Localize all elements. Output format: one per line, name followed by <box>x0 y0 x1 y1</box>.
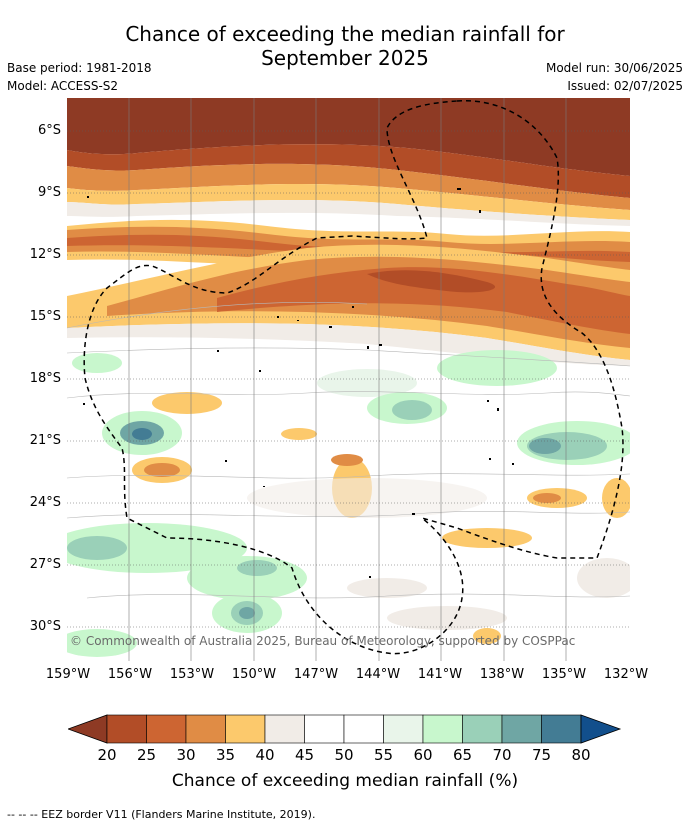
patch-wet-2 <box>437 350 557 386</box>
copyright-notice: © Commonwealth of Australia 2025, Bureau… <box>70 634 576 648</box>
band-dry-9 <box>217 267 630 334</box>
patch-wet-12 <box>67 523 247 573</box>
colorbar-cell <box>422 714 463 744</box>
eez-footnote: -- -- -- EEZ border V11 (Flanders Marine… <box>7 808 316 821</box>
patch-wet-19 <box>67 629 137 657</box>
contour-lines <box>67 302 630 599</box>
colorbar-tick-label: 25 <box>136 746 157 764</box>
model-run: Model run: 30/06/2025 <box>545 61 683 75</box>
islands <box>83 188 514 578</box>
lon-label-156w: 156°W <box>107 667 153 682</box>
colorbar-tick-label: 70 <box>492 746 512 764</box>
lon-label-135w: 135°W <box>541 667 587 682</box>
patch-neutral-4 <box>577 558 630 598</box>
colorbar-cell <box>225 714 266 744</box>
meta-left: Base period: 1981-2018 Model: ACCESS-S2 <box>7 59 152 95</box>
band-neutral-1 <box>67 199 630 226</box>
colorbar-arrow-high <box>580 714 622 744</box>
colorbar-cell <box>264 714 305 744</box>
lat-label-12s: 12°S <box>29 247 61 262</box>
patch-wet-4 <box>392 400 432 420</box>
issued-date: Issued: 02/07/2025 <box>567 79 683 93</box>
patch-wet-7 <box>529 438 561 454</box>
colorbar-title: Chance of exceeding median rainfall (%) <box>171 771 519 791</box>
patch-dry-7 <box>442 528 532 548</box>
colorbar-tick-label: 65 <box>452 746 473 764</box>
title-line-1: Chance of exceeding the median rainfall … <box>125 22 565 46</box>
patch-dry-6 <box>281 428 317 440</box>
patch-dry-3 <box>144 463 180 477</box>
lat-label-27s: 27°S <box>29 557 61 572</box>
model-name: Model: ACCESS-S2 <box>7 79 119 93</box>
colorbar-tick-label: 55 <box>373 746 394 764</box>
colorbar-tick-label: 30 <box>176 746 196 764</box>
patch-neutral-2 <box>347 578 427 598</box>
lat-label-21s: 21°S <box>29 433 61 448</box>
patch-dry-1 <box>152 392 222 414</box>
colorbar-tick-label: 40 <box>255 746 275 764</box>
colorbar-tick-label: 45 <box>294 746 315 764</box>
lon-label-159w: 159°W <box>45 667 91 682</box>
patch-wet-11 <box>72 353 122 373</box>
colorbar-cell <box>541 714 582 744</box>
lat-label-18s: 18°S <box>29 371 61 386</box>
colorbar-tick-label: 80 <box>571 746 591 764</box>
lat-label-9s: 9°S <box>37 185 61 200</box>
colorbar-cell <box>185 714 226 744</box>
colorbar-arrow-low <box>68 714 108 744</box>
band-dry-2 <box>67 163 630 210</box>
lon-label-132w: 132°W <box>603 667 649 682</box>
colorbar-tick-label: 75 <box>531 746 552 764</box>
colorbar-tick-label: 60 <box>413 746 433 764</box>
colorbar-cell <box>146 714 187 744</box>
lon-label-150w: 150°W <box>231 667 277 682</box>
title-line-2: September 2025 <box>261 46 429 70</box>
colorbar-cell <box>383 714 424 744</box>
colorbar-tick-label: 35 <box>215 746 236 764</box>
patch-wet-18 <box>239 607 255 619</box>
colorbar-tick-label: 20 <box>97 746 117 764</box>
colorbar-cell <box>304 714 345 744</box>
patch-wet-13 <box>67 536 127 560</box>
colorbar-tick-label: 50 <box>334 746 354 764</box>
band-very-dry <box>67 98 630 176</box>
colorbar <box>68 714 622 744</box>
patch-neutral-3 <box>387 606 507 630</box>
probability-map <box>67 98 630 661</box>
patch-dry-11 <box>473 628 501 644</box>
patch-wet-1 <box>317 369 417 397</box>
eez-border <box>83 99 624 655</box>
longitude-gridlines <box>128 98 567 661</box>
colorbar-cell <box>462 714 503 744</box>
lon-label-144w: 144°W <box>355 667 401 682</box>
patch-wet-15 <box>237 560 277 576</box>
colorbar-cell <box>343 714 384 744</box>
lon-label-141w: 141°W <box>417 667 463 682</box>
meta-right: Model run: 30/06/2025 Issued: 02/07/2025 <box>546 59 683 95</box>
lon-label-138w: 138°W <box>479 667 525 682</box>
map-title: Chance of exceeding the median rainfall … <box>0 22 690 70</box>
lat-label-6s: 6°S <box>37 123 61 138</box>
lat-label-24s: 24°S <box>29 495 61 510</box>
lat-label-30s: 30°S <box>29 619 61 634</box>
patch-dry-10 <box>602 478 630 518</box>
patch-dry-5 <box>331 454 363 466</box>
lon-label-147w: 147°W <box>293 667 339 682</box>
band-dry-3 <box>67 184 630 220</box>
band-dry-1 <box>67 144 630 198</box>
patch-wet-14 <box>187 556 307 600</box>
lat-label-15s: 15°S <box>29 309 61 324</box>
base-period: Base period: 1981-2018 <box>7 61 152 75</box>
colorbar-cell <box>501 714 542 744</box>
latitude-gridlines <box>67 130 630 628</box>
band-dry-10 <box>367 270 496 293</box>
patch-neutral-1 <box>247 478 487 518</box>
patch-wet-10 <box>132 428 152 440</box>
lon-label-153w: 153°W <box>169 667 215 682</box>
patch-dry-9 <box>533 493 561 503</box>
colorbar-cell <box>106 714 147 744</box>
